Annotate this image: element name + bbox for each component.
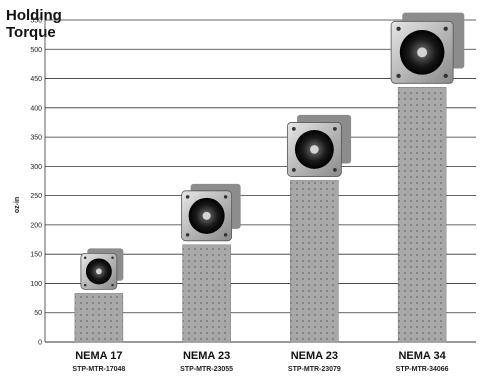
motor-bolt-2-1 [185,195,190,199]
motor-bolt-3-3 [291,168,296,172]
motor-bolt-3-1 [291,127,296,131]
bar-3 [290,180,339,343]
y-tick-label-150: 150 [30,252,42,259]
motor-bolt-3-4 [333,168,337,172]
y-tick-label-200: 200 [30,222,42,229]
motor-bolt-4-1 [396,26,401,31]
motor-icon-2 [181,183,241,242]
motor-bolt-2-3 [185,233,190,237]
motor-bolt-1-2 [111,256,114,259]
category-labels: NEMA 17 STP-MTR-17048 NEMA 23 STP-MTR-23055… [72,350,448,373]
y-axis-label: oz-in [14,197,21,213]
bars [74,87,447,343]
motor-bolt-1-1 [83,256,87,259]
motor-bolt-2-2 [223,195,228,199]
motor-bolt-1-4 [111,283,114,287]
chart-title-line-2: Torque [6,24,56,41]
motor-icon-4 [390,12,465,84]
motor-bolt-1-3 [83,283,87,287]
motor-shaft-1 [95,268,102,275]
motor-icon-3 [286,114,352,177]
y-tick-label-300: 300 [30,164,42,171]
y-tick-label-100: 100 [30,281,42,288]
part-number-label-2: STP-MTR-23055 [180,366,233,373]
motor-bolt-4-3 [396,73,401,79]
y-tick-label-450: 450 [30,76,42,83]
motor-bolt-2-4 [223,233,228,237]
motor-shaft-2 [202,211,211,220]
y-tick-label-350: 350 [30,135,42,142]
y-tick-labels: 0 50 100 150 200 250 300 350 400 450 500 550 [30,18,42,347]
y-tick-label-400: 400 [30,105,42,112]
part-number-label-4: STP-MTR-34066 [396,366,449,373]
bar-2 [182,244,231,343]
motor-shaft-4 [417,47,428,58]
category-label-2: NEMA 23 [183,350,230,362]
bar-4 [397,87,447,343]
category-label-1: NEMA 17 [75,350,122,362]
motor-illustrations [80,12,465,290]
motor-bolt-3-2 [333,127,337,131]
y-tick-label-550: 550 [30,18,42,25]
part-number-label-1: STP-MTR-17048 [72,366,125,373]
motor-icon-1 [80,248,124,290]
y-tick-label-0: 0 [38,340,42,347]
bar-1 [74,293,124,343]
part-number-label-3: STP-MTR-23079 [288,366,341,373]
y-tick-label-50: 50 [34,310,42,317]
motor-shaft-3 [310,145,319,154]
category-label-4: NEMA 34 [398,350,446,362]
motor-bolt-4-2 [443,26,448,31]
category-label-3: NEMA 23 [291,350,338,362]
motor-bolt-4-4 [443,73,448,79]
y-tick-label-250: 250 [30,193,42,200]
y-tick-label-500: 500 [30,47,42,54]
